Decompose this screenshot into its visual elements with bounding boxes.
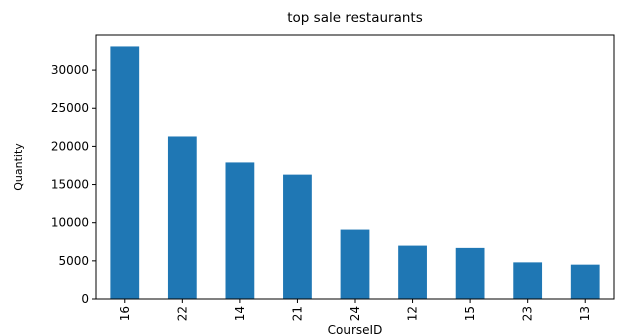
bar <box>455 247 485 299</box>
y-axis-label: Quantity <box>12 143 25 191</box>
x-tick-label: 15 <box>463 306 477 321</box>
chart-title: top sale restaurants <box>287 10 423 26</box>
y-tick-label: 25000 <box>51 101 89 115</box>
plot-frame <box>95 34 615 300</box>
x-tick-label: 23 <box>521 306 535 321</box>
bar <box>513 262 543 299</box>
bar <box>283 174 312 299</box>
x-axis-label: CourseID <box>328 323 383 335</box>
y-tick-label: 5000 <box>58 254 89 268</box>
bar <box>398 245 427 299</box>
y-tick-label: 15000 <box>51 178 89 192</box>
bar <box>570 264 600 299</box>
x-tick-label: 22 <box>175 306 189 321</box>
bar <box>110 46 140 300</box>
x-tick-label: 24 <box>348 306 362 321</box>
bar <box>340 229 370 299</box>
x-tick-label: 14 <box>233 306 247 321</box>
y-tick-label: 0 <box>81 292 89 306</box>
x-tick-label: 16 <box>118 306 132 321</box>
y-tick-label: 10000 <box>51 216 89 230</box>
bar <box>167 136 197 299</box>
y-tick-label: 30000 <box>51 63 89 77</box>
x-tick-label: 12 <box>406 306 420 321</box>
x-tick-label: 21 <box>290 306 304 321</box>
x-tick-label: 13 <box>578 306 592 321</box>
bar <box>225 162 255 299</box>
y-tick-label: 20000 <box>51 139 89 153</box>
